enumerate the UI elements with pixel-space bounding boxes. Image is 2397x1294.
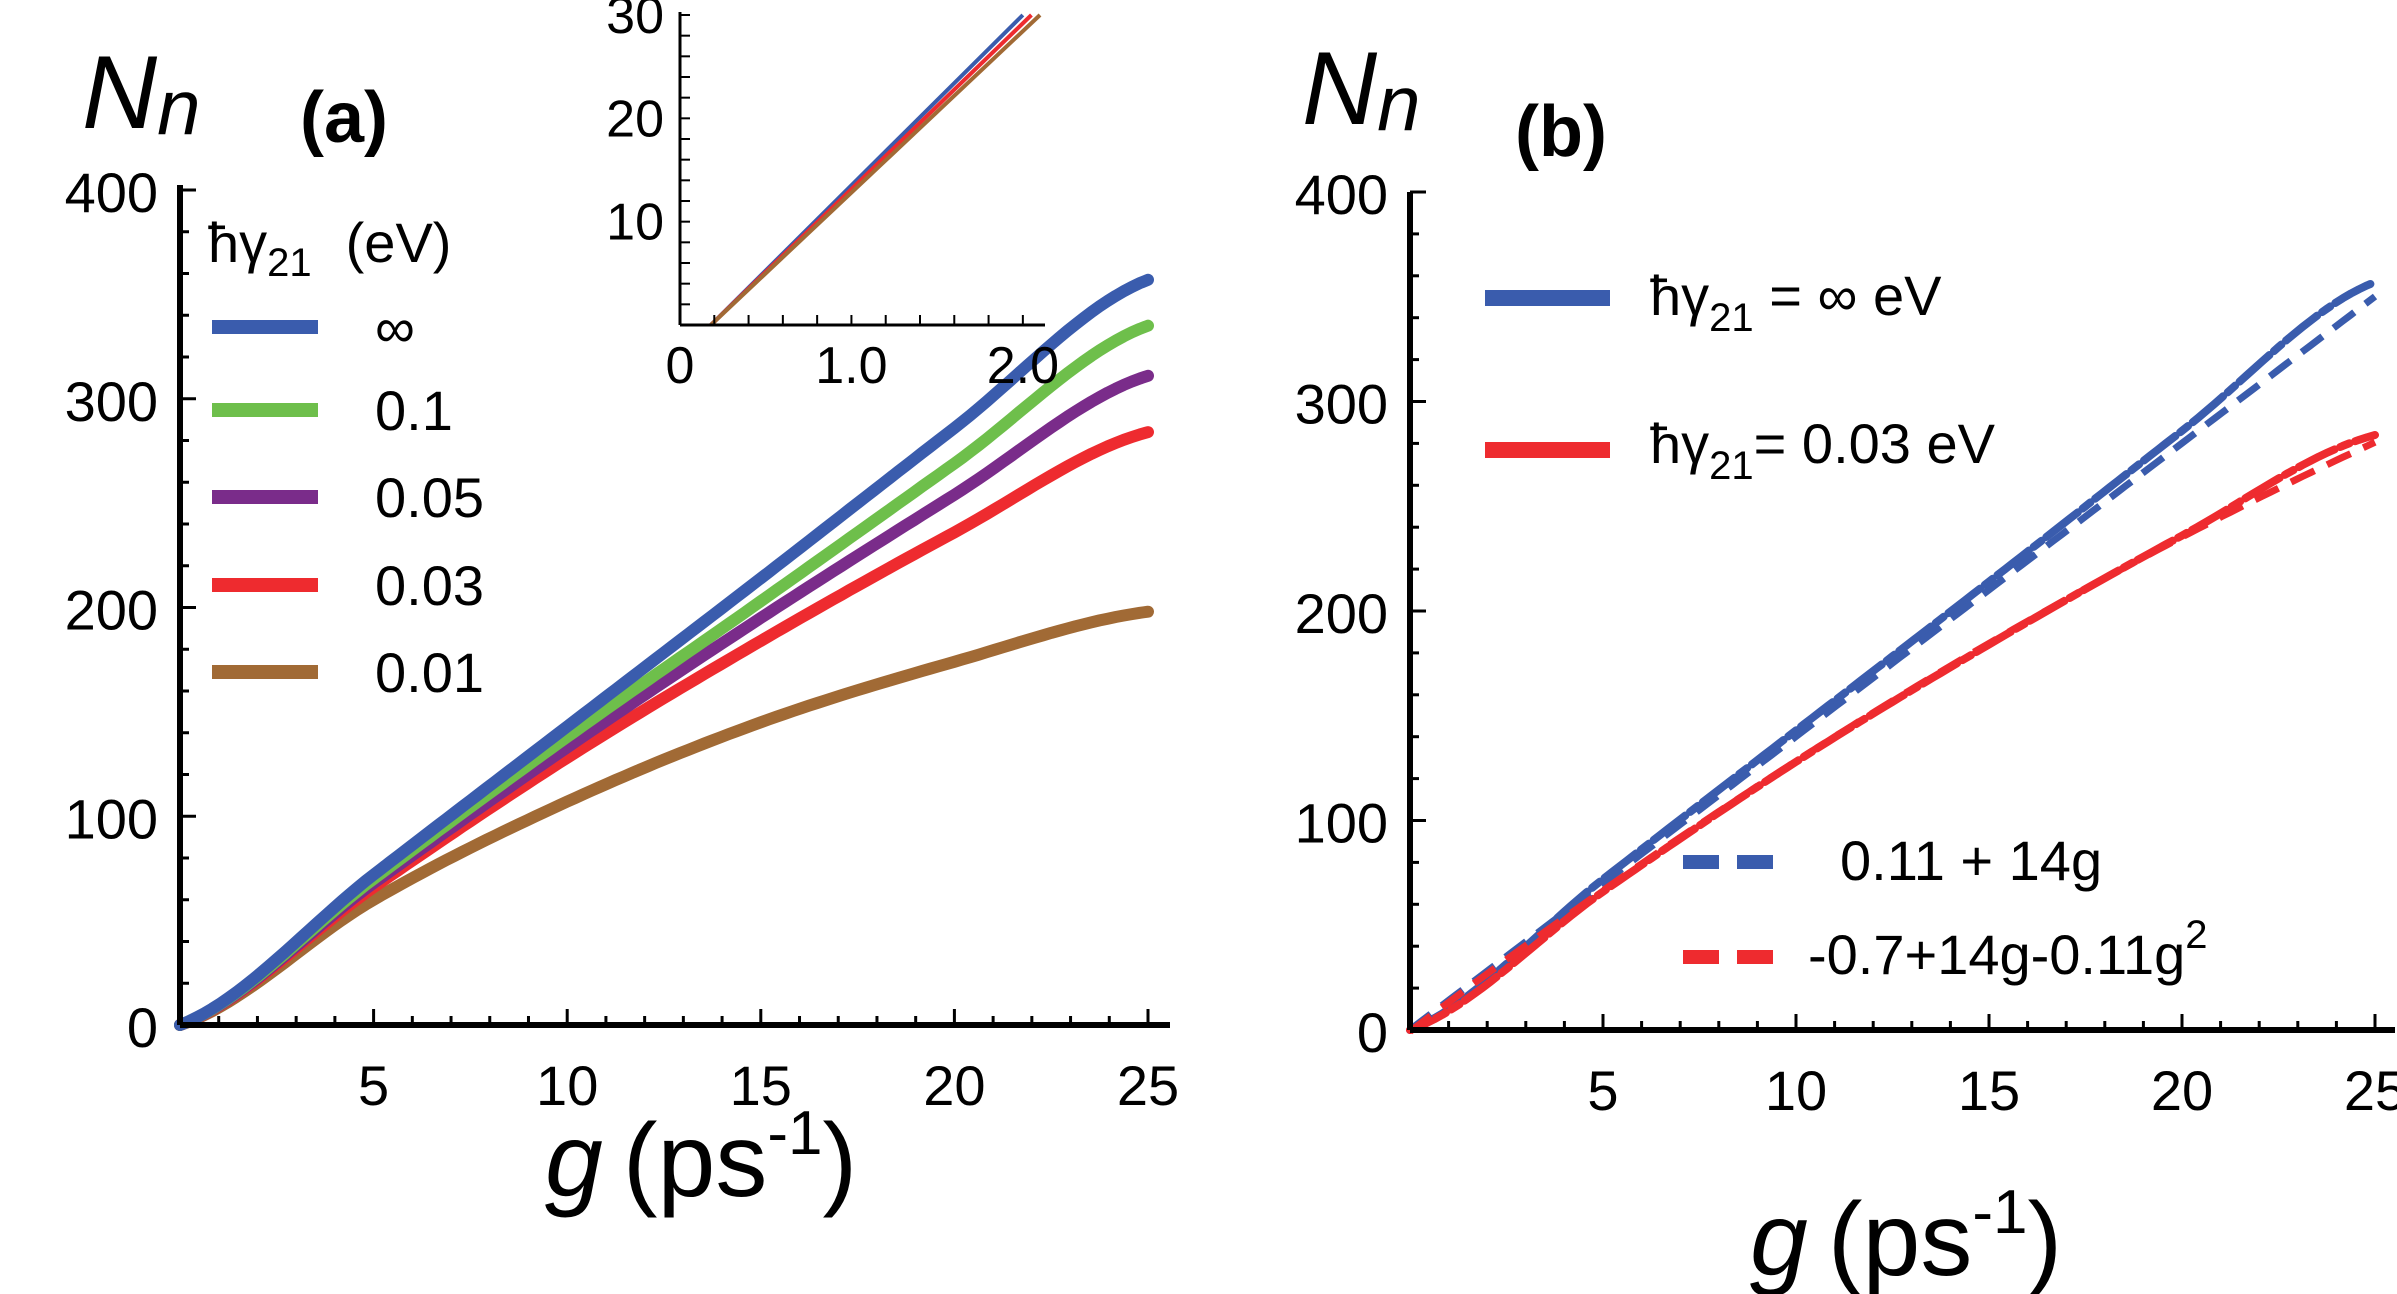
legend-label-0-03: 0.03	[375, 554, 484, 617]
b-ytick-label-0: 0	[1357, 1001, 1388, 1064]
a-ytick-label-400: 400	[65, 161, 158, 224]
panel-a-y-tick-labels: 0 100 200 300 400	[65, 161, 158, 1059]
fit-curve-1	[1407, 439, 2377, 1035]
b-ytick-label-200: 200	[1295, 582, 1388, 645]
panel-b-xlabel: g (ps-1)	[1750, 1178, 2062, 1294]
b-xtick-label-20: 20	[2151, 1059, 2213, 1122]
b-ytick-label-100: 100	[1295, 792, 1388, 855]
a-xtick-label-10: 10	[536, 1054, 598, 1117]
panel-a-ylabel: Nn	[82, 35, 201, 151]
panel-a-x-tick-labels: 5 10 15 20 25	[358, 1054, 1179, 1117]
panel-a-legend: ħγ21 (eV) ∞ 0.1 0.05 0.03 0.01	[208, 211, 484, 704]
inset-xtick-label-1: 1.0	[815, 337, 887, 395]
panel-b-ylabel: Nn	[1302, 31, 1421, 147]
legend-title: ħγ21 (eV)	[208, 211, 451, 285]
panel-a-xlabel: g (ps-1)	[545, 1099, 857, 1219]
a-ytick-label-100: 100	[65, 787, 158, 850]
inset-xtick-label-0: 0	[666, 337, 695, 395]
legend-label-inf: ∞	[375, 296, 415, 359]
legend-label-b-003: ħγ21= 0.03 eV	[1650, 412, 1996, 488]
inset-x-tick-labels: 0 1.0 2.0	[666, 337, 1059, 395]
panel-b-y-tick-labels: 0 100 200 300 400	[1295, 163, 1388, 1064]
panel-b-tag: (b)	[1515, 92, 1607, 172]
a-xtick-label-5: 5	[358, 1054, 389, 1117]
inset-ytick-label-30: 30	[606, 0, 664, 45]
panel-a-series	[174, 273, 1154, 1031]
inset-series-0-01	[709, 13, 1042, 327]
panel-a-tag: (a)	[300, 78, 388, 158]
a-ytick-label-200: 200	[65, 579, 158, 642]
b-ytick-label-300: 300	[1295, 373, 1388, 436]
a-series-inf	[174, 273, 1154, 1031]
a-xtick-label-25: 25	[1117, 1054, 1179, 1117]
a-ytick-label-0: 0	[127, 996, 158, 1059]
inset-y-tick-labels: 10 20 30	[606, 0, 664, 252]
panel-b-x-tick-labels: 5 10 15 20 25	[1587, 1059, 2397, 1122]
inset-ytick-label-10: 10	[606, 194, 664, 252]
a-xtick-label-20: 20	[923, 1054, 985, 1117]
fit-label-blue: 0.11 + 14g	[1840, 829, 2102, 892]
legend-label-b-inf: ħγ21 = ∞ eV	[1650, 264, 1942, 340]
a-series-0-01	[174, 605, 1154, 1031]
b-xtick-label-25: 25	[2344, 1059, 2397, 1122]
b-ytick-label-400: 400	[1295, 163, 1388, 226]
b-xtick-label-10: 10	[1765, 1059, 1827, 1122]
panel-a-legend-items: ∞ 0.1 0.05 0.03 0.01	[212, 296, 484, 704]
b-xtick-label-5: 5	[1587, 1059, 1618, 1122]
a-ytick-label-300: 300	[65, 370, 158, 433]
legend-label-0-05: 0.05	[375, 466, 484, 529]
inset-ytick-label-20: 20	[606, 90, 664, 148]
inset-xtick-label-2: 2.0	[987, 337, 1059, 395]
fit-label-red: -0.7+14g-0.11g2	[1808, 913, 2208, 986]
legend-label-0-01: 0.01	[375, 641, 484, 704]
b-xtick-label-15: 15	[1958, 1059, 2020, 1122]
inset-ticks	[680, 14, 1024, 325]
panel-a-minor-ticks	[180, 188, 1150, 1025]
panel-b: 0 100 200 300 400 5 10 15 20 25 Nn (b) g (ps-1) ħ…	[1295, 31, 2397, 1294]
panel-b-legend: ħγ21 = ∞ eV ħγ21= 0.03 eV 0.11 + 14g -0.…	[1485, 264, 2208, 986]
legend-label-0-1: 0.1	[375, 379, 453, 442]
inset-series	[709, 13, 1042, 327]
fit-curve-0	[1407, 293, 2378, 1033]
panel-a-inset: 10 20 30 0 1.0 2.0	[606, 0, 1059, 395]
panel-b-series	[1406, 278, 2379, 1035]
a-xtick-label-15: 15	[730, 1054, 792, 1117]
